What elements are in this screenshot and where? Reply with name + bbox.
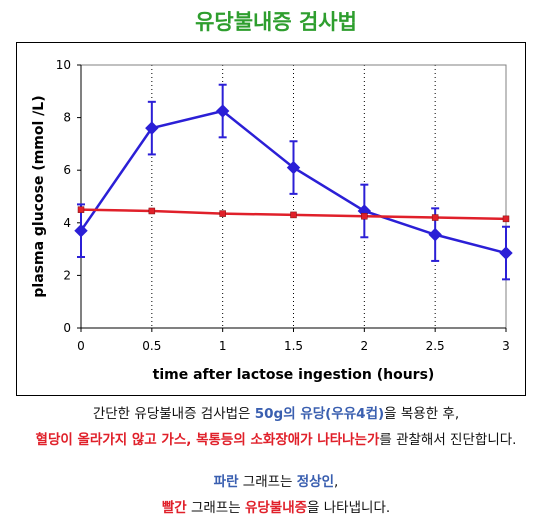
caption-text: 그래프는 — [238, 474, 297, 490]
data-point-square — [361, 212, 368, 220]
data-point-square — [290, 211, 297, 219]
plot-area — [80, 64, 507, 329]
caption-line-4: 빨간 그래프는 유당불내증을 나타냅니다. — [0, 496, 552, 516]
caption-dose: 50g의 유당(우유4컵) — [254, 406, 385, 422]
chart-frame: 0 2 4 6 8 10 0 0.5 1 1.5 2 2.5 3 time after lactose i… — [16, 42, 526, 396]
data-point-diamond — [286, 160, 301, 175]
y-axis-title: plasma glucose (mmol /L) — [31, 95, 47, 297]
caption-blue-word: 파란 — [213, 474, 239, 490]
x-tick-label: 2.5 — [426, 339, 445, 353]
x-tick-label: 1 — [219, 339, 227, 353]
y-tick-label: 6 — [63, 163, 71, 177]
y-tick-label: 8 — [63, 111, 71, 125]
x-tick-label: 0 — [77, 339, 85, 353]
y-tick-label: 2 — [63, 268, 71, 282]
caption-intolerance: 유당불내증 — [244, 500, 308, 516]
data-point-square — [219, 210, 226, 217]
x-tick-label: 2 — [361, 339, 369, 353]
data-point-diamond — [74, 223, 88, 238]
caption-text: 을 나타냅니다. — [307, 500, 391, 516]
y-tick-label: 0 — [63, 321, 71, 335]
caption-line-3: 파란 그래프는 정상인, — [0, 470, 552, 490]
x-tick-label: 3 — [502, 339, 510, 353]
data-point-square — [77, 206, 85, 213]
data-point-square — [431, 214, 439, 221]
caption-red-word: 빨간 — [161, 500, 187, 516]
caption-line-1: 간단한 유당불내증 검사법은 50g의 유당(우유4컵)을 복용한 후, — [0, 402, 552, 422]
caption-text: 그래프는 — [186, 500, 245, 516]
caption-normal: 정상인 — [296, 474, 335, 490]
data-point-diamond — [215, 104, 230, 118]
caption-symptoms: 혈당이 올라가지 않고 가스, 복통등의 소화장애가 나타나는가 — [35, 432, 380, 448]
glucose-chart: 0 2 4 6 8 10 0 0.5 1 1.5 2 2.5 3 time after lactose i… — [31, 58, 513, 383]
data-point-square — [502, 215, 510, 223]
x-tick-label: 0.5 — [142, 339, 161, 353]
caption-line-2: 혈당이 올라가지 않고 가스, 복통등의 소화장애가 나타나는가를 관찰해서 진… — [0, 428, 552, 448]
caption-text: 을 복용한 후, — [384, 406, 460, 422]
caption-text: 를 관찰해서 진단합니다. — [379, 432, 517, 448]
caption-text: 간단한 유당불내증 검사법은 — [92, 406, 255, 422]
data-point-diamond — [145, 121, 159, 135]
y-tick-label: 4 — [63, 216, 71, 230]
y-tick-label: 10 — [56, 58, 71, 72]
x-tick-label: 1.5 — [284, 339, 303, 353]
data-point-square — [148, 207, 156, 215]
data-point-diamond — [428, 227, 442, 242]
page-title: 유당불내증 검사법 — [195, 10, 357, 34]
x-axis-title: time after lactose ingestion (hours) — [153, 367, 435, 383]
caption-text: , — [334, 474, 339, 490]
data-point-diamond — [499, 246, 513, 260]
